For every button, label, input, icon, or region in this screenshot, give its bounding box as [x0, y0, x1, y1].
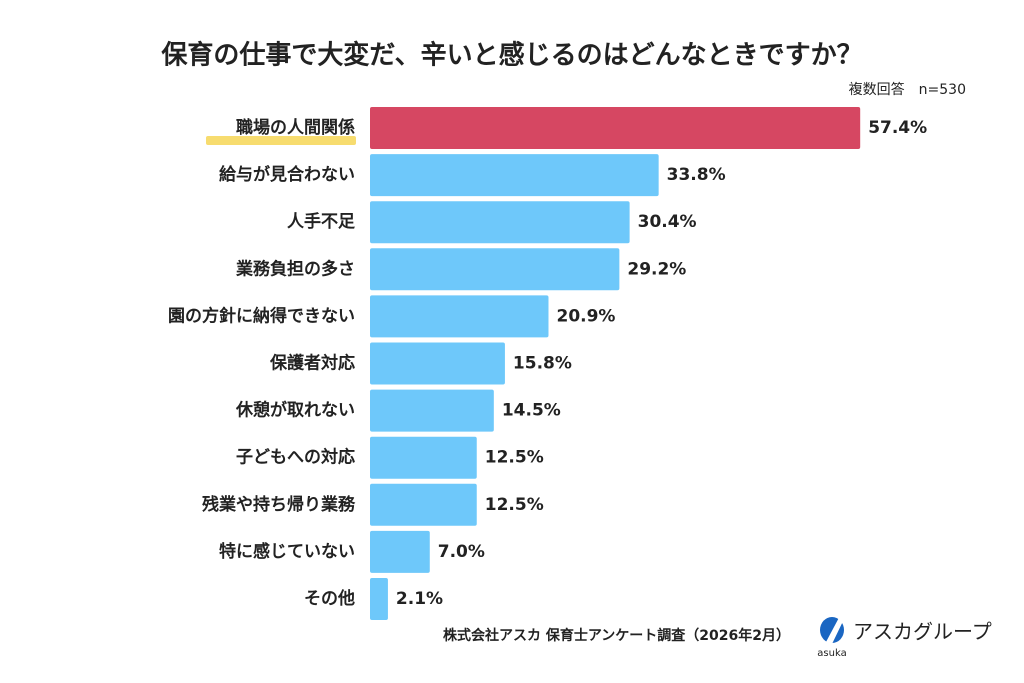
bar	[370, 248, 620, 291]
value-label: 15.8%	[513, 354, 572, 374]
value-label: 33.8%	[667, 165, 726, 185]
logo-stroke	[826, 612, 846, 644]
value-label: 20.9%	[556, 306, 615, 326]
note: 複数回答 n=530	[849, 81, 966, 98]
category-label: 給与が見合わない	[219, 164, 355, 185]
value-label: 57.4%	[868, 118, 927, 138]
value-label: 30.4%	[638, 212, 697, 232]
value-label: 2.1%	[396, 589, 443, 609]
logo-text: アスカグループ	[853, 620, 992, 644]
bar	[370, 578, 388, 620]
bar	[370, 295, 549, 338]
bar	[370, 342, 505, 385]
logo: asuka アスカグループ	[817, 612, 992, 659]
source: 株式会社アスカ 保育士アンケート調査（2026年2月）	[443, 627, 790, 644]
value-label: 7.0%	[438, 542, 485, 562]
value-label: 29.2%	[627, 259, 686, 279]
category-label: 残業や持ち帰り業務	[202, 494, 356, 515]
bar	[370, 107, 861, 149]
value-label: 14.5%	[502, 401, 561, 421]
bar	[370, 530, 430, 573]
category-label: その他	[304, 588, 355, 609]
bar	[370, 483, 477, 526]
category-label: 休憩が取れない	[235, 400, 355, 421]
logo-sub: asuka	[817, 648, 846, 659]
bar	[370, 201, 630, 244]
category-label: 園の方針に納得できない	[168, 305, 355, 326]
category-label: 職場の人間関係	[236, 117, 355, 138]
highlight	[206, 136, 356, 145]
bar	[370, 154, 659, 197]
category-label: 特に感じていない	[219, 541, 355, 562]
category-label: 人手不足	[287, 211, 355, 232]
value-label: 12.5%	[485, 495, 544, 515]
chart-title: 保育の仕事で大変だ、辛いと感じるのはどんなときですか？	[160, 40, 862, 71]
bar	[370, 389, 494, 432]
category-label: 子どもへの対応	[236, 447, 355, 468]
bar	[370, 436, 477, 479]
category-label: 保護者対応	[269, 353, 355, 374]
value-label: 12.5%	[485, 448, 544, 468]
category-label: 業務負担の多さ	[236, 258, 355, 279]
